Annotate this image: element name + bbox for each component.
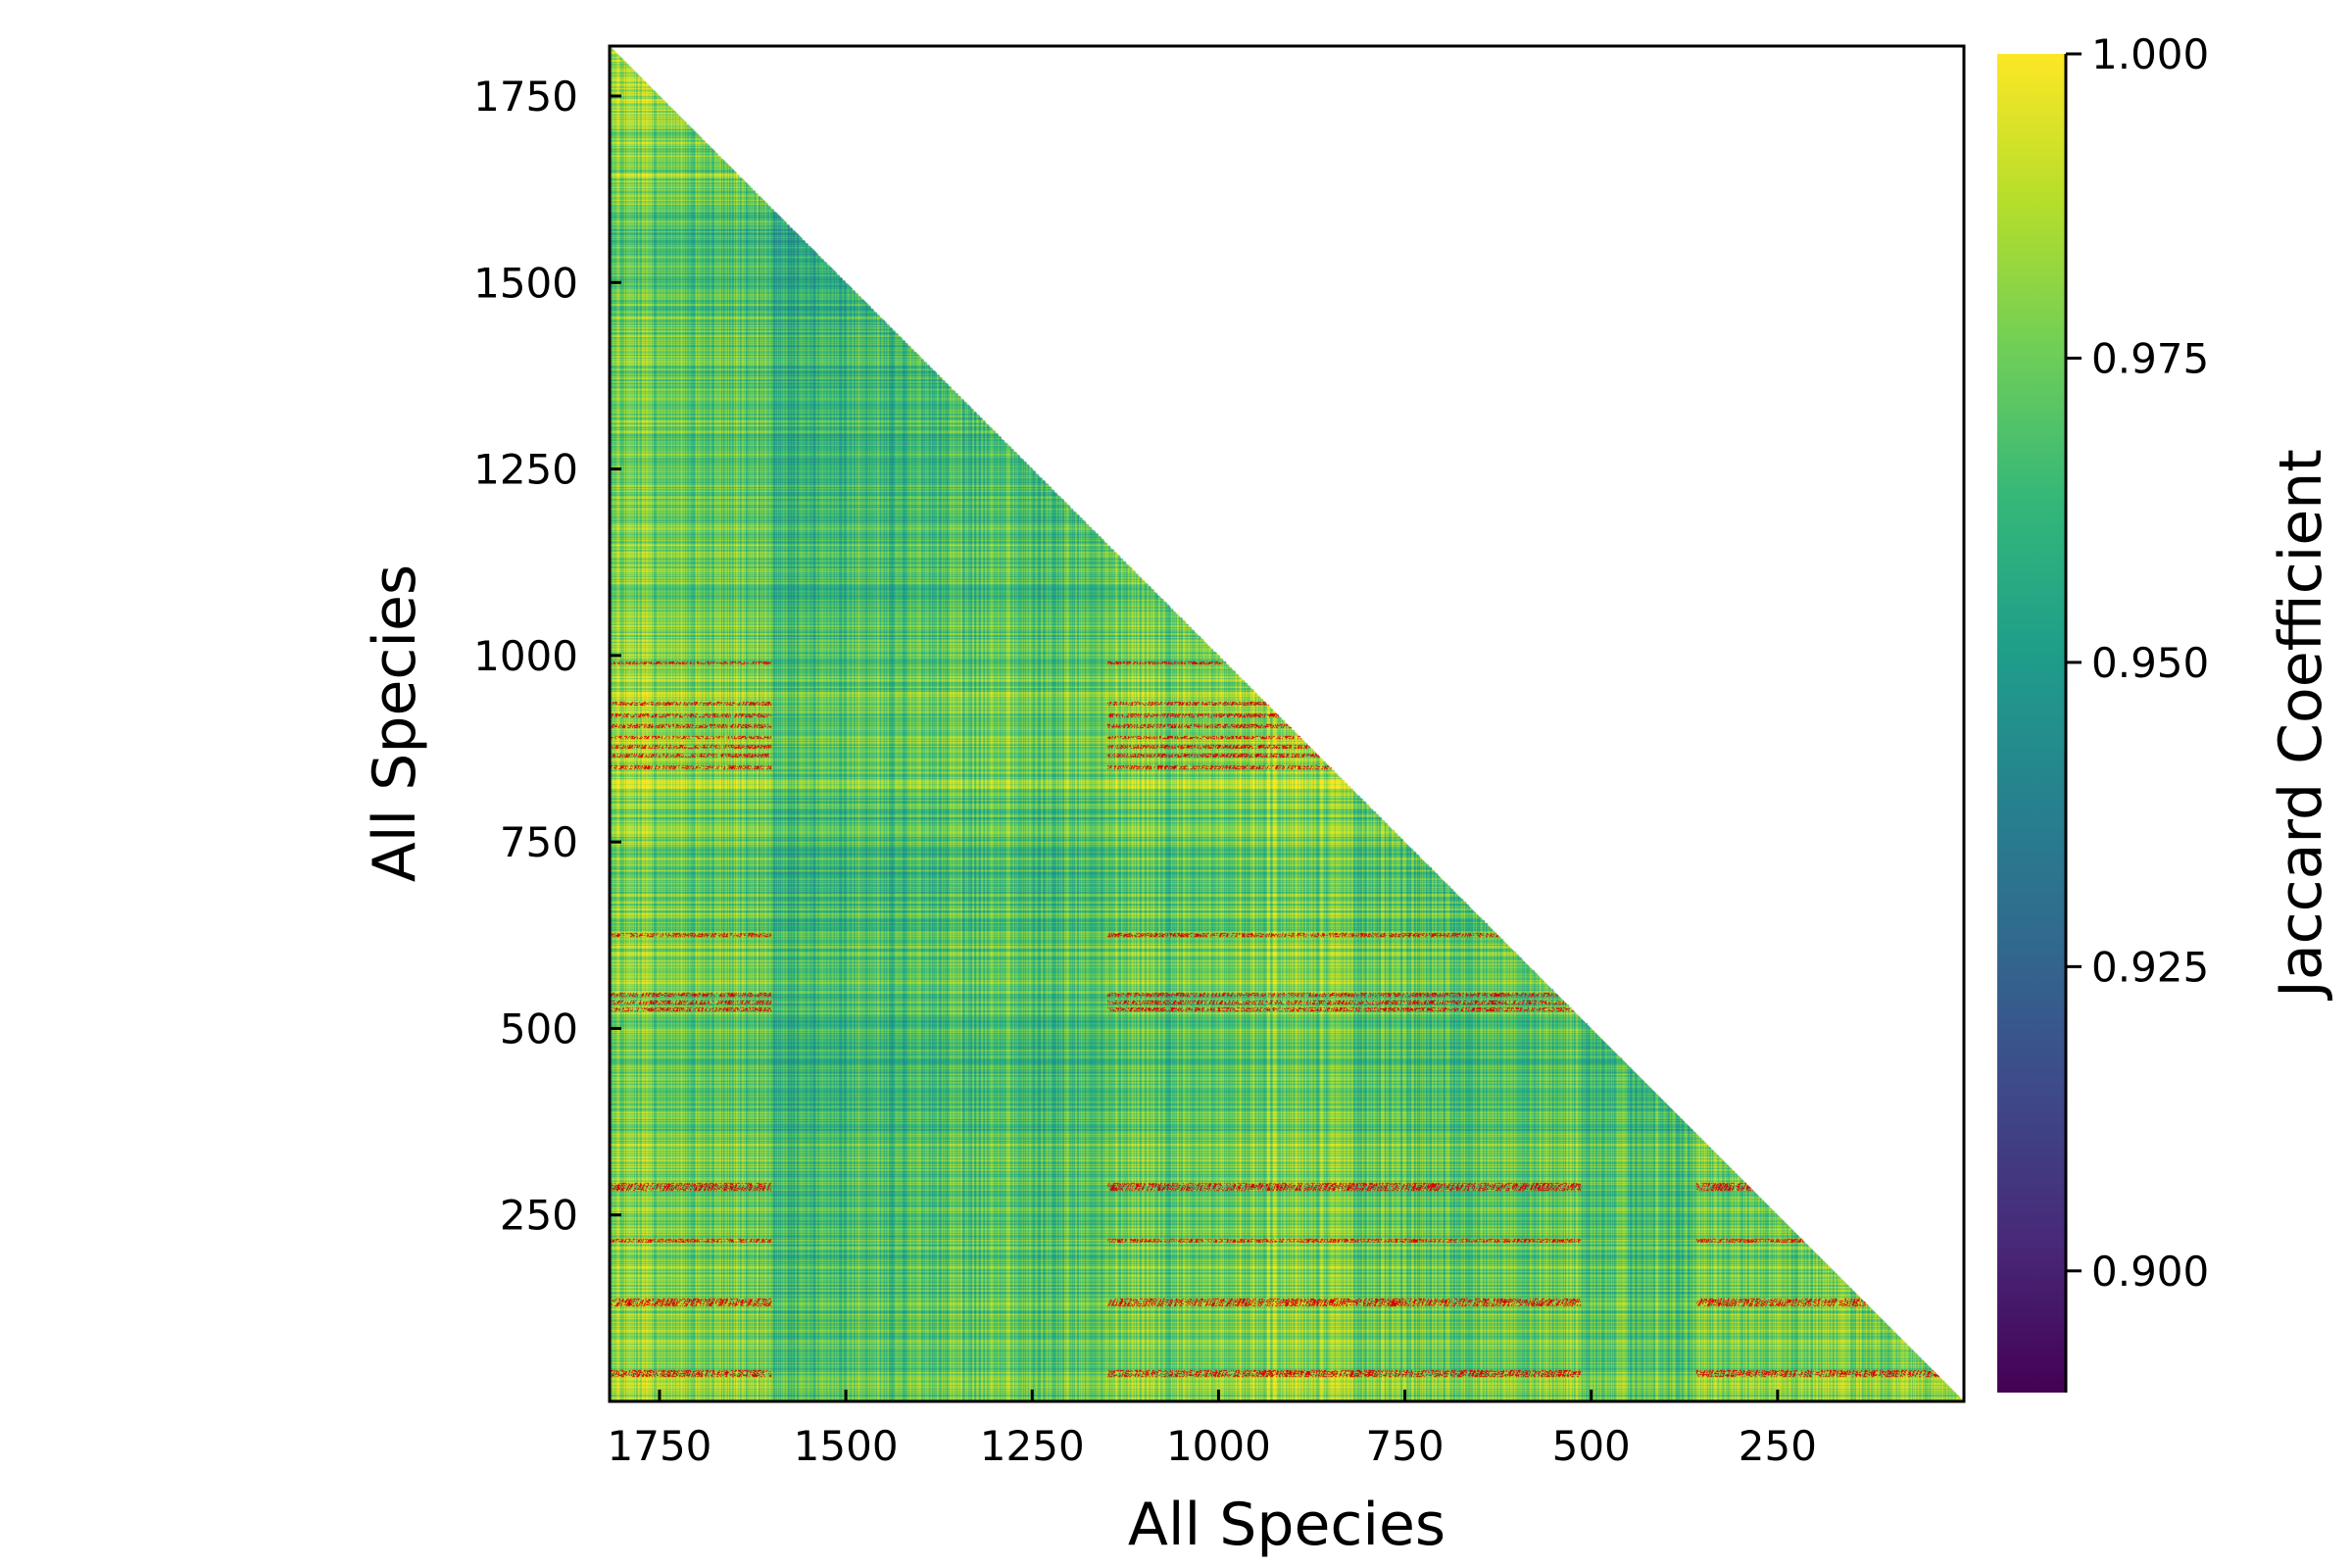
x-tick-label: 1000 bbox=[1166, 1422, 1271, 1470]
x-tick-label: 1750 bbox=[608, 1422, 712, 1470]
colorbar-tick-label: 0.925 bbox=[2091, 943, 2209, 991]
plot-area bbox=[610, 46, 1964, 1401]
colorbar-ticks: 1.000 0.975 0.950 0.925 0.900 bbox=[2066, 30, 2209, 1296]
plot-frame bbox=[608, 44, 1966, 1403]
x-tick-label: 250 bbox=[1739, 1422, 1817, 1470]
y-tick-label: 1500 bbox=[473, 259, 578, 307]
colorbar-gradient bbox=[1997, 54, 2066, 1393]
y-tick-label: 1750 bbox=[473, 73, 578, 121]
heatmap-matrix bbox=[610, 46, 1964, 1401]
colorbar-tick-label: 0.900 bbox=[2091, 1248, 2209, 1296]
colorbar-tick-label: 1.000 bbox=[2091, 30, 2209, 78]
colorbar-tick-label: 0.950 bbox=[2091, 639, 2209, 687]
x-tick-label: 750 bbox=[1365, 1422, 1444, 1470]
y-tick-label: 1250 bbox=[473, 446, 578, 494]
y-axis-label: All Species bbox=[361, 564, 429, 882]
x-axis-ticks: 1750 1500 1250 1000 750 500 250 bbox=[608, 1390, 1817, 1470]
y-tick-label: 500 bbox=[500, 1004, 578, 1053]
y-tick-label: 250 bbox=[500, 1192, 578, 1240]
y-tick-label: 750 bbox=[500, 818, 578, 866]
y-axis-ticks: 1750 1500 1250 1000 750 500 250 bbox=[473, 73, 621, 1240]
x-tick-label: 1500 bbox=[794, 1422, 899, 1470]
x-tick-label: 1250 bbox=[980, 1422, 1085, 1470]
colorbar-tick-label: 0.975 bbox=[2091, 334, 2209, 382]
colorbar: 1.000 0.975 0.950 0.925 0.900 Jaccard Coeffi… bbox=[1997, 30, 2335, 1393]
colorbar-label: Jaccard Coefficient bbox=[2267, 449, 2335, 1002]
x-axis-label: All Species bbox=[1128, 1491, 1446, 1559]
y-tick-label: 1000 bbox=[473, 632, 578, 680]
x-tick-label: 500 bbox=[1552, 1422, 1631, 1470]
